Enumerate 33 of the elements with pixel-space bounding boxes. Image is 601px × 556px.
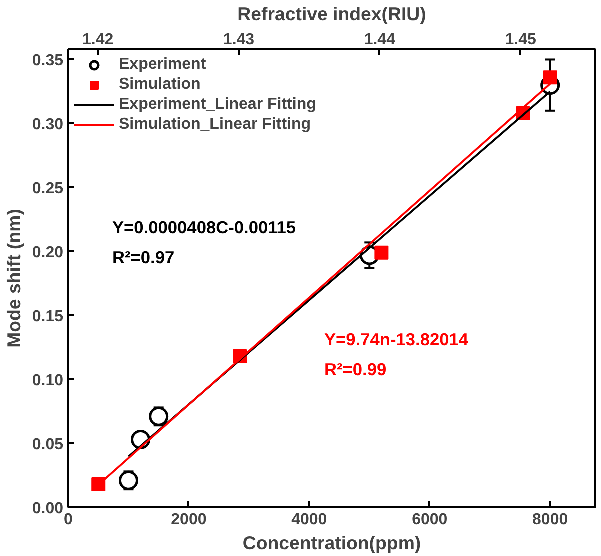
point bbox=[92, 477, 106, 492]
y-axis-title: Mode shift (nm) bbox=[3, 209, 24, 348]
y-tick-label: 0.25 bbox=[32, 180, 64, 198]
x2-tick-label: 1.43 bbox=[223, 32, 255, 48]
annotation: Y=0.0000408C-0.00115 bbox=[112, 218, 296, 238]
annotation: R²=0.99 bbox=[324, 360, 387, 380]
point bbox=[118, 470, 138, 490]
annotation: R²=0.97 bbox=[112, 248, 175, 268]
legend-label: Experiment bbox=[119, 56, 206, 74]
y-tick-label: 0.15 bbox=[32, 308, 64, 326]
annotation: Y=9.74n-13.82014 bbox=[324, 330, 469, 350]
y-tick-label: 0.35 bbox=[32, 52, 64, 70]
y-tick-label: 0.30 bbox=[32, 116, 64, 134]
x-tick-label: 6000 bbox=[412, 512, 448, 528]
x-tick-label: 8000 bbox=[532, 512, 568, 528]
x2-tick-label: 1.42 bbox=[82, 32, 114, 48]
point bbox=[543, 70, 558, 85]
point bbox=[149, 406, 169, 426]
x-tick-label: 0 bbox=[64, 512, 74, 528]
y-tick-label: 0.20 bbox=[32, 244, 64, 262]
x2-tick-label: 1.45 bbox=[505, 32, 536, 48]
x-axis-title: Concentration(ppm) bbox=[242, 532, 422, 554]
x2-tick-label: 1.44 bbox=[364, 32, 396, 48]
y-tick-label: 0.10 bbox=[32, 372, 64, 390]
legend-label: Simulation_Linear Fitting bbox=[119, 116, 312, 134]
legend-label: Simulation bbox=[119, 76, 201, 94]
y-tick-label: 0.00 bbox=[32, 500, 64, 518]
y-tick-label: 0.05 bbox=[32, 436, 64, 454]
x2-axis-title: Refractive index(RIU) bbox=[238, 4, 426, 24]
legend-label: Experiment_Linear Fitting bbox=[119, 96, 316, 114]
point bbox=[374, 246, 389, 260]
x-tick-label: 4000 bbox=[292, 512, 328, 528]
x-tick-label: 2000 bbox=[171, 512, 207, 528]
